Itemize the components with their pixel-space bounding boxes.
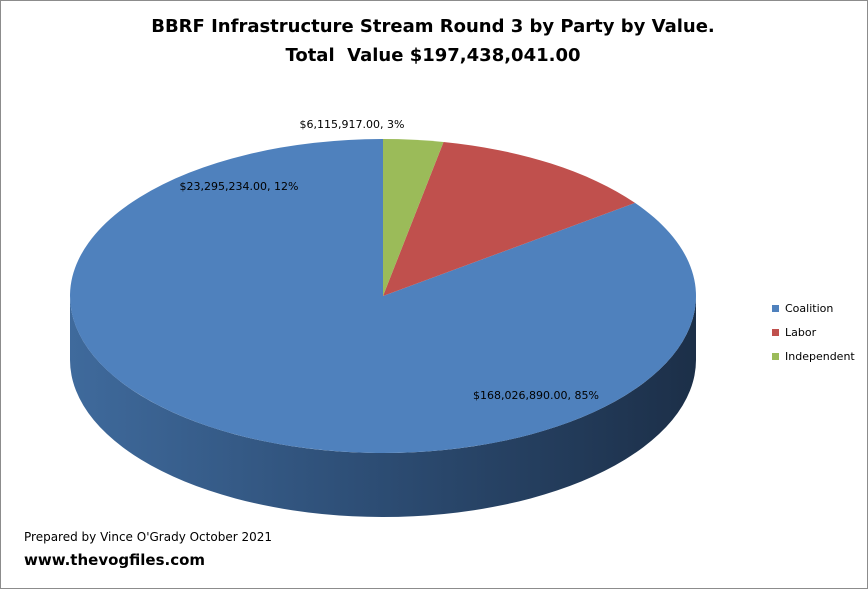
- legend-label: Coalition: [785, 301, 834, 315]
- chart-subtitle: Total Value $197,438,041.00: [285, 45, 581, 66]
- legend-swatch: [772, 328, 779, 336]
- chart-title-block: BBRF Infrastructure Stream Round 3 by Pa…: [0, 12, 866, 70]
- legend-item-independent: Independent: [772, 344, 855, 368]
- pie-sides: [70, 296, 696, 517]
- legend: Coalition Labor Independent: [772, 296, 855, 368]
- pie-slice-labor: [383, 141, 636, 296]
- pie-top: [69, 139, 697, 453]
- pie-data-labels: $168,026,890.00, 85% $23,295,234.00, 12% $…: [180, 118, 599, 402]
- legend-swatch: [772, 352, 779, 360]
- legend-item-coalition: Coalition: [772, 296, 855, 320]
- legend-label: Independent: [785, 349, 855, 363]
- footer-credit: Prepared by Vince O'Grady October 2021: [24, 530, 272, 544]
- legend-swatch: [772, 304, 779, 312]
- pie-side-coalition: [70, 296, 696, 517]
- data-label-coalition: $168,026,890.00, 85%: [473, 389, 599, 402]
- footer-url: www.thevogfiles.com: [24, 551, 206, 569]
- data-label-labor: $23,295,234.00, 12%: [180, 180, 299, 193]
- legend-label: Labor: [785, 325, 817, 339]
- pie-slice-independent: [383, 139, 444, 296]
- chart-title: BBRF Infrastructure Stream Round 3 by Pa…: [151, 16, 715, 37]
- data-label-independent: $6,115,917.00, 3%: [300, 118, 405, 131]
- legend-item-labor: Labor: [772, 320, 855, 344]
